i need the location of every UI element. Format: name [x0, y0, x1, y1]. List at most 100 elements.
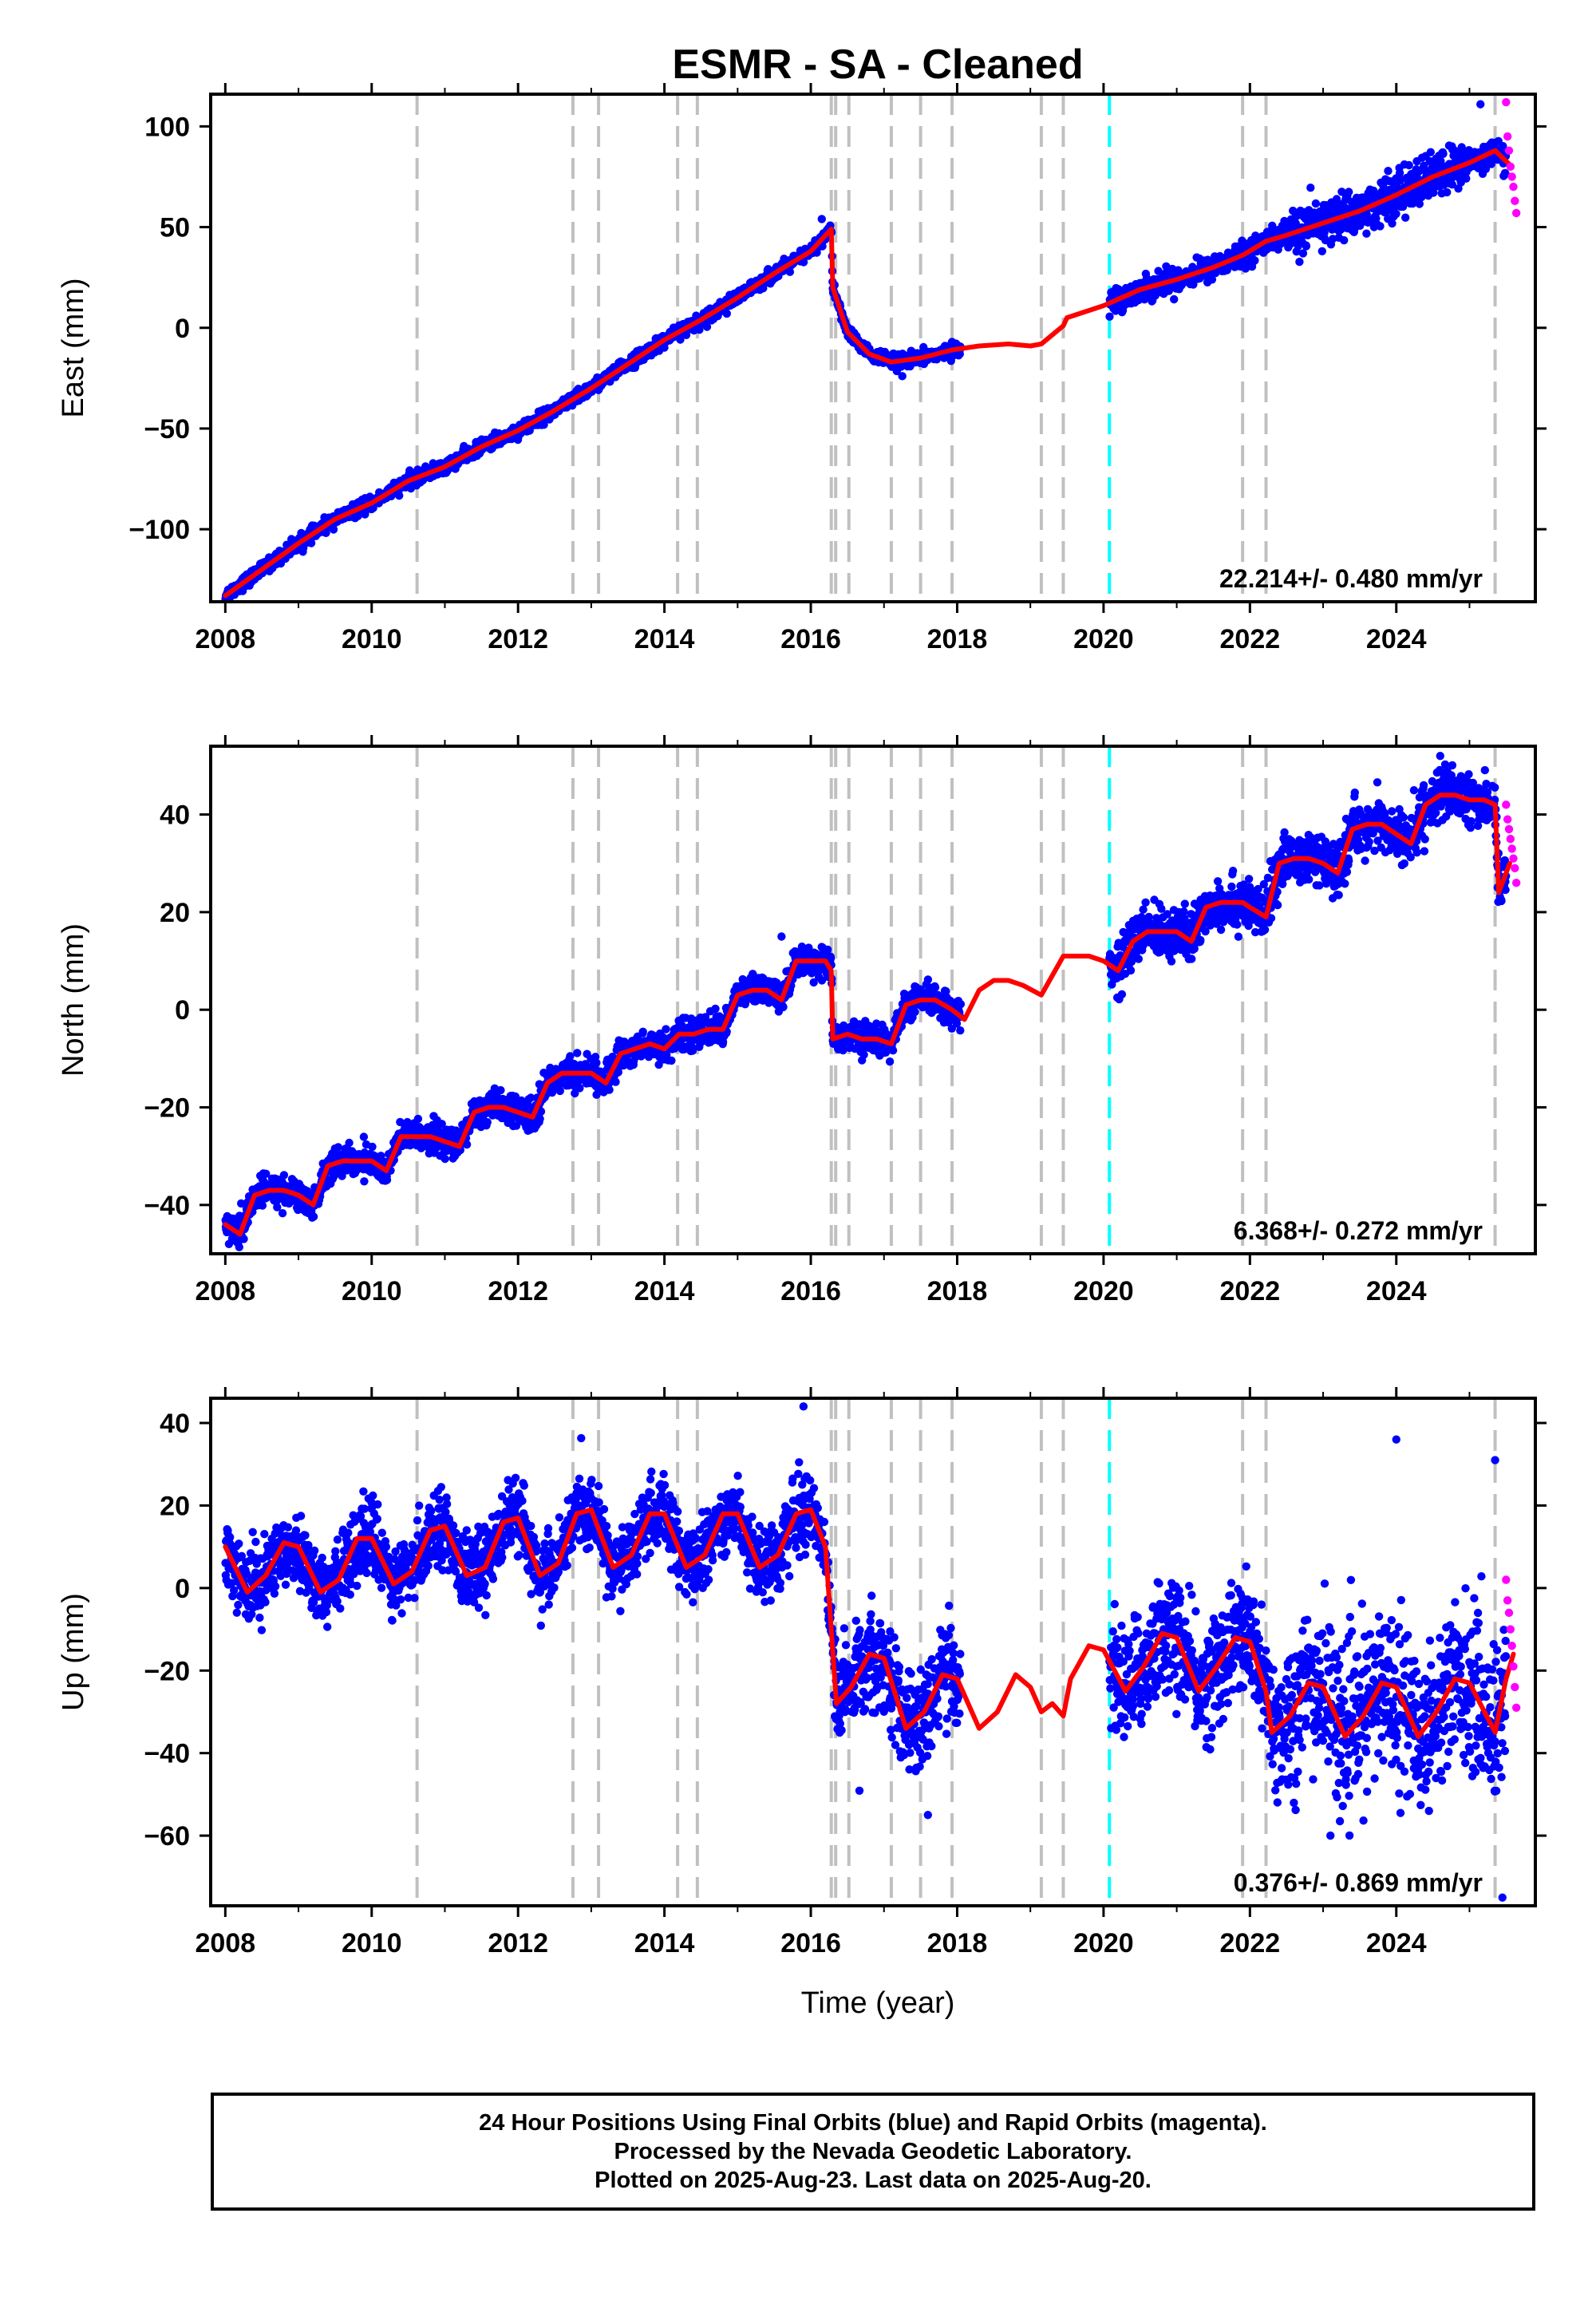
model-line — [223, 148, 1512, 599]
y-tick-label: 0 — [175, 314, 190, 344]
final-orbit-point — [566, 1052, 575, 1061]
final-orbit-points — [221, 752, 1511, 1251]
final-orbit-point — [368, 1142, 377, 1152]
final-orbit-point — [382, 1176, 392, 1184]
final-orbit-point — [654, 1060, 663, 1069]
rate-annotation: 22.214+/- 0.480 mm/yr — [1219, 564, 1483, 593]
final-orbit-point — [1250, 256, 1259, 265]
rapid-orbit-point — [1511, 196, 1519, 205]
final-orbit-point — [329, 525, 338, 534]
final-orbit-point — [483, 1118, 492, 1127]
final-orbit-point — [1317, 247, 1327, 255]
x-tick-label: 2018 — [927, 624, 988, 654]
final-orbit-point — [1345, 188, 1353, 196]
x-tick-label: 2014 — [634, 624, 695, 654]
final-orbit-point — [1408, 199, 1417, 208]
final-orbit-point — [1340, 235, 1349, 245]
y-tick-label: 100 — [144, 112, 190, 142]
final-orbit-point — [1154, 267, 1163, 275]
x-tick-label: 2016 — [780, 624, 841, 654]
panel-north: 2008 2010 2012 2014 2016 2018 2020 2022 2024−40−… — [57, 735, 1547, 1306]
x-axis-label: Time (year) — [801, 1986, 955, 2020]
final-orbit-point — [258, 1201, 267, 1210]
final-orbit-point — [413, 1114, 423, 1124]
final-orbit-point — [496, 1085, 505, 1095]
x-tick-label: 2008 — [196, 624, 256, 654]
final-orbit-point — [711, 1004, 720, 1014]
x-tick-label: 2012 — [488, 624, 548, 654]
final-orbit-point — [702, 322, 712, 331]
final-orbit-point — [1384, 167, 1393, 176]
final-orbit-point — [571, 1089, 579, 1098]
final-orbit-point — [817, 215, 827, 223]
final-orbit-point — [539, 421, 548, 429]
final-orbit-point — [1316, 207, 1325, 215]
rapid-orbit-point — [1502, 97, 1511, 107]
final-orbit-point — [1364, 215, 1373, 224]
final-orbit-point — [527, 1093, 535, 1102]
final-orbit-point — [1372, 214, 1381, 223]
rapid-orbit-point — [1506, 162, 1515, 172]
final-orbit-point — [536, 1107, 546, 1116]
final-orbit-point — [955, 350, 965, 358]
final-orbit-point — [785, 267, 795, 276]
final-orbit-point — [799, 258, 808, 267]
final-orbit-point — [239, 1235, 248, 1243]
final-orbit-point — [462, 1140, 472, 1149]
final-orbit-point — [535, 1114, 544, 1124]
final-orbit-point — [1476, 100, 1485, 109]
x-tick-label: 2024 — [1366, 624, 1427, 654]
final-orbit-point — [638, 1027, 647, 1037]
final-orbit-point — [1207, 275, 1217, 284]
final-orbit-point — [1105, 312, 1114, 321]
final-orbit-point — [1170, 294, 1179, 304]
plot-area — [221, 746, 1521, 1254]
final-orbit-point — [1376, 222, 1385, 231]
y-tick-label: −100 — [128, 515, 190, 545]
final-orbit-point — [1388, 219, 1396, 228]
x-tick-label: 2022 — [1220, 624, 1281, 654]
final-orbit-point — [688, 1046, 697, 1055]
final-orbit-point — [592, 1058, 601, 1067]
final-orbit-point — [360, 1177, 369, 1186]
final-orbit-point — [1462, 174, 1471, 183]
y-tick-label: 50 — [160, 213, 190, 243]
final-orbit-point — [1415, 200, 1424, 208]
rapid-orbit-point — [1507, 172, 1516, 181]
final-orbit-point — [345, 1138, 354, 1148]
rapid-orbit-point — [1511, 208, 1521, 218]
final-orbit-point — [1311, 199, 1321, 208]
final-orbit-point — [1332, 195, 1341, 204]
final-orbit-point — [1395, 168, 1404, 177]
final-orbit-point — [662, 1025, 670, 1034]
final-orbit-point — [338, 1172, 346, 1180]
final-orbit-point — [262, 1169, 271, 1179]
rapid-orbit-point — [1503, 132, 1512, 141]
final-orbit-point — [334, 1143, 342, 1152]
final-orbit-point — [1501, 169, 1510, 179]
final-orbit-point — [1429, 188, 1438, 197]
rapid-orbit-point — [1504, 146, 1514, 155]
x-tick-label: 2020 — [1073, 624, 1134, 654]
final-orbit-point — [437, 1120, 446, 1128]
final-orbit-point — [722, 309, 731, 318]
final-orbit-point — [279, 1171, 289, 1180]
final-orbit-point — [359, 1132, 369, 1141]
final-orbit-point — [667, 1056, 676, 1065]
final-orbit-point — [1241, 264, 1250, 273]
final-orbit-point — [1151, 291, 1160, 300]
final-orbit-point — [611, 1077, 620, 1086]
final-orbit-point — [1298, 249, 1308, 258]
final-orbit-point — [235, 1243, 243, 1251]
final-orbit-point — [278, 1209, 287, 1218]
plot-area — [221, 94, 1521, 602]
final-orbit-point — [1306, 184, 1315, 192]
rapid-orbit-point — [1509, 182, 1518, 192]
final-orbit-point — [440, 1154, 449, 1164]
final-orbit-point — [555, 1086, 564, 1096]
final-orbit-point — [1443, 188, 1452, 197]
final-orbit-point — [1295, 257, 1304, 267]
panel-east: 2008 2010 2012 2014 2016 2018 2020 2022 2024−100… — [57, 83, 1547, 654]
y-axis-label: East (mm) — [57, 278, 90, 417]
